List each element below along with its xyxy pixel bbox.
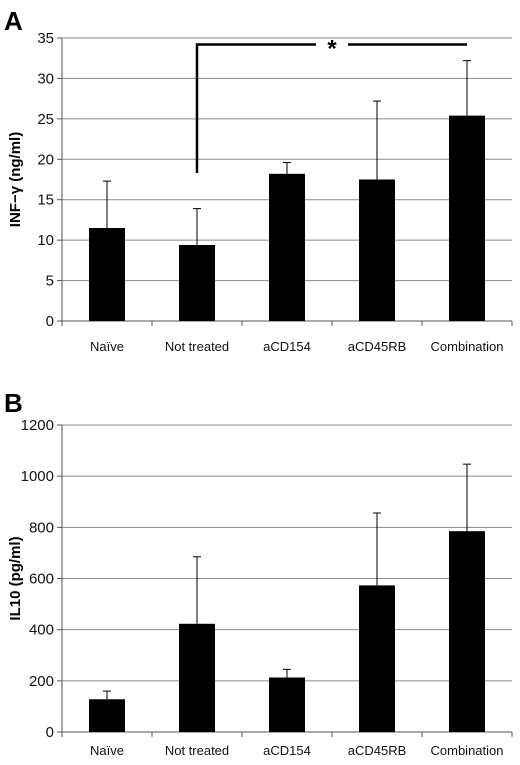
- bar: [359, 179, 395, 321]
- chart-panel-b: 0 200 400 600 800 1000 1200 Naïve Not treated aCD…: [7, 417, 513, 758]
- x-tick-label: Not treated: [165, 743, 229, 758]
- bar: [269, 677, 305, 732]
- y-axis-title: IL10 (pg/ml): [7, 536, 24, 620]
- bar: [179, 623, 215, 732]
- x-tick-label: Combination: [431, 743, 504, 758]
- y-tick-label: 0: [46, 724, 54, 741]
- bar: [89, 699, 125, 732]
- bar: [359, 585, 395, 732]
- x-tick-label: aCD154: [263, 743, 311, 758]
- y-tick-label: 15: [37, 192, 54, 209]
- y-tick-label: 0: [46, 313, 54, 330]
- x-tick-label: Not treated: [165, 339, 229, 354]
- x-tick-label: Combination: [431, 339, 504, 354]
- y-tick-label: 5: [46, 273, 54, 290]
- y-tick-label: 600: [29, 571, 54, 588]
- chart-panel-a: 0 5 10 15 20 25 30 35 Naïve Not treated aCD154 aCD4…: [7, 30, 513, 354]
- y-axis-title: INF−γ (ng/ml): [7, 132, 24, 227]
- bar: [89, 228, 125, 321]
- y-tick-label: 1200: [21, 417, 54, 434]
- bar: [179, 244, 215, 321]
- y-tick-label: 35: [37, 30, 54, 47]
- bar: [449, 531, 485, 732]
- x-tick-label: aCD154: [263, 339, 311, 354]
- y-tick-label: 25: [37, 111, 54, 128]
- x-tick-label: aCD45RB: [348, 339, 407, 354]
- y-tick-label: 30: [37, 70, 54, 87]
- y-tick-label: 20: [37, 151, 54, 168]
- x-tick-label: Naïve: [90, 339, 124, 354]
- y-tick-label: 1000: [21, 468, 54, 485]
- bar: [269, 173, 305, 321]
- y-tick-label: 400: [29, 622, 54, 639]
- y-tick-label: 200: [29, 673, 54, 690]
- y-tick-label: 10: [37, 232, 54, 249]
- y-tick-label: 800: [29, 519, 54, 536]
- panel-letter-a: A: [4, 6, 23, 36]
- panel-letter-b: B: [4, 388, 23, 418]
- x-tick-label: aCD45RB: [348, 743, 407, 758]
- x-tick-label: Naïve: [90, 743, 124, 758]
- significance-label: *: [327, 35, 337, 62]
- bar: [449, 115, 485, 321]
- significance-bracket: [195, 43, 316, 174]
